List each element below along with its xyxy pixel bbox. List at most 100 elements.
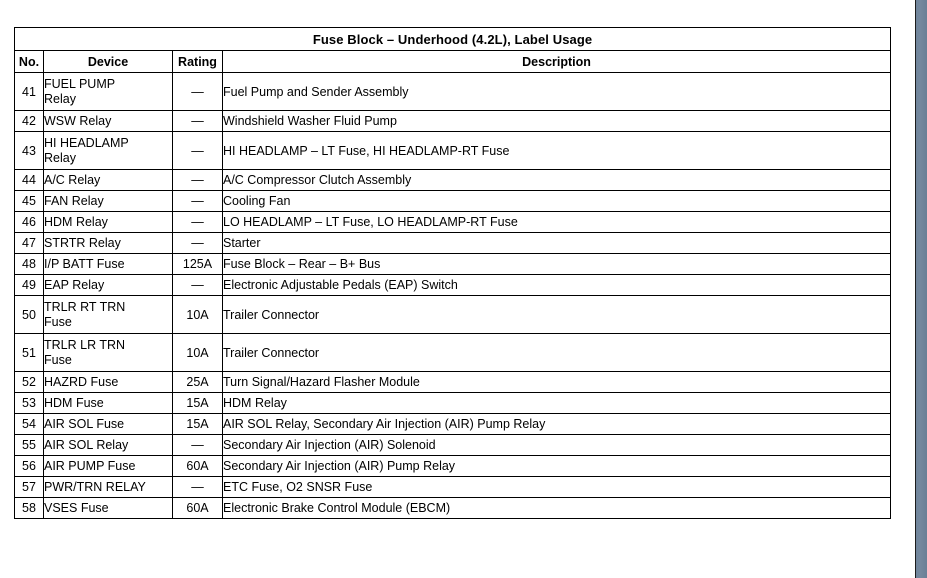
cell-description: Secondary Air Injection (AIR) Solenoid bbox=[221, 434, 892, 456]
column-header-description: Description bbox=[221, 50, 892, 73]
cell-number: 53 bbox=[14, 392, 44, 414]
table-row: 57 PWR/TRN RELAY — ETC Fuse, O2 SNSR Fuse bbox=[14, 476, 892, 498]
cell-rating: — bbox=[172, 211, 223, 233]
table-row: 52 HAZRD Fuse 25A Turn Signal/Hazard Flashe… bbox=[14, 371, 892, 393]
cell-rating: 125A bbox=[172, 253, 223, 275]
cell-number: 54 bbox=[14, 413, 44, 435]
cell-description: LO HEADLAMP – LT Fuse, LO HEADLAMP-RT Fu… bbox=[221, 211, 892, 233]
cell-number: 47 bbox=[14, 232, 44, 254]
cell-rating: 60A bbox=[172, 455, 223, 477]
table-row: 56 AIR PUMP Fuse 60A Secondary Air Injectio… bbox=[14, 455, 892, 477]
table-row: 42 WSW Relay — Windshield Washer Fluid Pump bbox=[14, 110, 892, 132]
column-header-no: No. bbox=[14, 50, 44, 73]
cell-description: Electronic Adjustable Pedals (EAP) Switc… bbox=[221, 274, 892, 296]
cell-rating: — bbox=[172, 190, 223, 212]
cell-number: 57 bbox=[14, 476, 44, 498]
table-row: 44 A/C Relay — A/C Compressor Clutch Assemb… bbox=[14, 169, 892, 191]
cell-rating: 10A bbox=[172, 295, 223, 334]
cell-number: 45 bbox=[14, 190, 44, 212]
table-row: 58 VSES Fuse 60A Electronic Brake Control M… bbox=[14, 497, 892, 519]
cell-description: Fuse Block – Rear – B+ Bus bbox=[221, 253, 892, 275]
cell-description: Cooling Fan bbox=[221, 190, 892, 212]
cell-description: A/C Compressor Clutch Assembly bbox=[221, 169, 892, 191]
cell-rating: — bbox=[172, 232, 223, 254]
cell-device: FUEL PUMP Relay bbox=[43, 72, 173, 111]
cell-number: 51 bbox=[14, 333, 44, 372]
right-panel-gutter bbox=[915, 0, 927, 578]
cell-device: I/P BATT Fuse bbox=[43, 253, 173, 275]
column-header-device: Device bbox=[43, 50, 173, 73]
cell-device: PWR/TRN RELAY bbox=[43, 476, 173, 498]
cell-number: 56 bbox=[14, 455, 44, 477]
fuse-block-table: Fuse Block – Underhood (4.2L), Label Usa… bbox=[13, 27, 892, 519]
cell-number: 50 bbox=[14, 295, 44, 334]
cell-device: AIR SOL Relay bbox=[43, 434, 173, 456]
cell-device: WSW Relay bbox=[43, 110, 173, 132]
cell-number: 43 bbox=[14, 131, 44, 170]
table-row: 47 STRTR Relay — Starter bbox=[14, 232, 892, 254]
table-row: 48 I/P BATT Fuse 125A Fuse Block – Rear – B… bbox=[14, 253, 892, 275]
cell-device: HI HEADLAMP Relay bbox=[43, 131, 173, 170]
cell-device: VSES Fuse bbox=[43, 497, 173, 519]
cell-device: AIR PUMP Fuse bbox=[43, 455, 173, 477]
cell-device: A/C Relay bbox=[43, 169, 173, 191]
table-row: 49 EAP Relay — Electronic Adjustable Pedals… bbox=[14, 274, 892, 296]
cell-description: Trailer Connector bbox=[221, 295, 892, 334]
cell-device: HAZRD Fuse bbox=[43, 371, 173, 393]
cell-rating: — bbox=[172, 110, 223, 132]
cell-number: 42 bbox=[14, 110, 44, 132]
cell-rating: 10A bbox=[172, 333, 223, 372]
table-row: 54 AIR SOL Fuse 15A AIR SOL Relay, Secondar… bbox=[14, 413, 892, 435]
table-row: 53 HDM Fuse 15A HDM Relay bbox=[14, 392, 892, 414]
cell-rating: — bbox=[172, 131, 223, 170]
cell-description: Windshield Washer Fluid Pump bbox=[221, 110, 892, 132]
cell-rating: — bbox=[172, 274, 223, 296]
table-body: 41 FUEL PUMP Relay — Fuel Pump and Sender As… bbox=[14, 72, 892, 519]
cell-rating: 15A bbox=[172, 413, 223, 435]
cell-description: Secondary Air Injection (AIR) Pump Relay bbox=[221, 455, 892, 477]
cell-rating: — bbox=[172, 476, 223, 498]
cell-rating: — bbox=[172, 72, 223, 111]
table-row: 43 HI HEADLAMP Relay — HI HEADLAMP – LT Fuse… bbox=[14, 131, 892, 170]
cell-description: ETC Fuse, O2 SNSR Fuse bbox=[221, 476, 892, 498]
cell-device: TRLR RT TRN Fuse bbox=[43, 295, 173, 334]
table-row: 45 FAN Relay — Cooling Fan bbox=[14, 190, 892, 212]
table-head: Fuse Block – Underhood (4.2L), Label Usa… bbox=[13, 27, 892, 73]
table-row: 51 TRLR LR TRN Fuse 10A Trailer Connector bbox=[14, 333, 892, 372]
table-title-row: Fuse Block – Underhood (4.2L), Label Usa… bbox=[13, 27, 892, 51]
cell-description: HDM Relay bbox=[221, 392, 892, 414]
cell-device: EAP Relay bbox=[43, 274, 173, 296]
cell-device: HDM Relay bbox=[43, 211, 173, 233]
cell-device: TRLR LR TRN Fuse bbox=[43, 333, 173, 372]
cell-number: 52 bbox=[14, 371, 44, 393]
cell-rating: — bbox=[172, 169, 223, 191]
cell-number: 49 bbox=[14, 274, 44, 296]
cell-rating: — bbox=[172, 434, 223, 456]
table-row: 55 AIR SOL Relay — Secondary Air Injection … bbox=[14, 434, 892, 456]
cell-description: HI HEADLAMP – LT Fuse, HI HEADLAMP-RT Fu… bbox=[221, 131, 892, 170]
table-row: 50 TRLR RT TRN Fuse 10A Trailer Connector bbox=[14, 295, 892, 334]
table-title: Fuse Block – Underhood (4.2L), Label Usa… bbox=[13, 27, 892, 51]
cell-device: FAN Relay bbox=[43, 190, 173, 212]
cell-description: Turn Signal/Hazard Flasher Module bbox=[221, 371, 892, 393]
cell-device: HDM Fuse bbox=[43, 392, 173, 414]
cell-rating: 60A bbox=[172, 497, 223, 519]
cell-number: 58 bbox=[14, 497, 44, 519]
table-header-row: No. Device Rating Description bbox=[14, 50, 892, 73]
cell-number: 46 bbox=[14, 211, 44, 233]
cell-device: AIR SOL Fuse bbox=[43, 413, 173, 435]
cell-description: Fuel Pump and Sender Assembly bbox=[221, 72, 892, 111]
cell-description: AIR SOL Relay, Secondary Air Injection (… bbox=[221, 413, 892, 435]
cell-device: STRTR Relay bbox=[43, 232, 173, 254]
cell-rating: 25A bbox=[172, 371, 223, 393]
cell-number: 44 bbox=[14, 169, 44, 191]
table-row: 41 FUEL PUMP Relay — Fuel Pump and Sender As… bbox=[14, 72, 892, 111]
column-header-rating: Rating bbox=[172, 50, 223, 73]
cell-number: 55 bbox=[14, 434, 44, 456]
cell-rating: 15A bbox=[172, 392, 223, 414]
cell-description: Trailer Connector bbox=[221, 333, 892, 372]
cell-description: Electronic Brake Control Module (EBCM) bbox=[221, 497, 892, 519]
cell-description: Starter bbox=[221, 232, 892, 254]
table-row: 46 HDM Relay — LO HEADLAMP – LT Fuse, LO HE… bbox=[14, 211, 892, 233]
